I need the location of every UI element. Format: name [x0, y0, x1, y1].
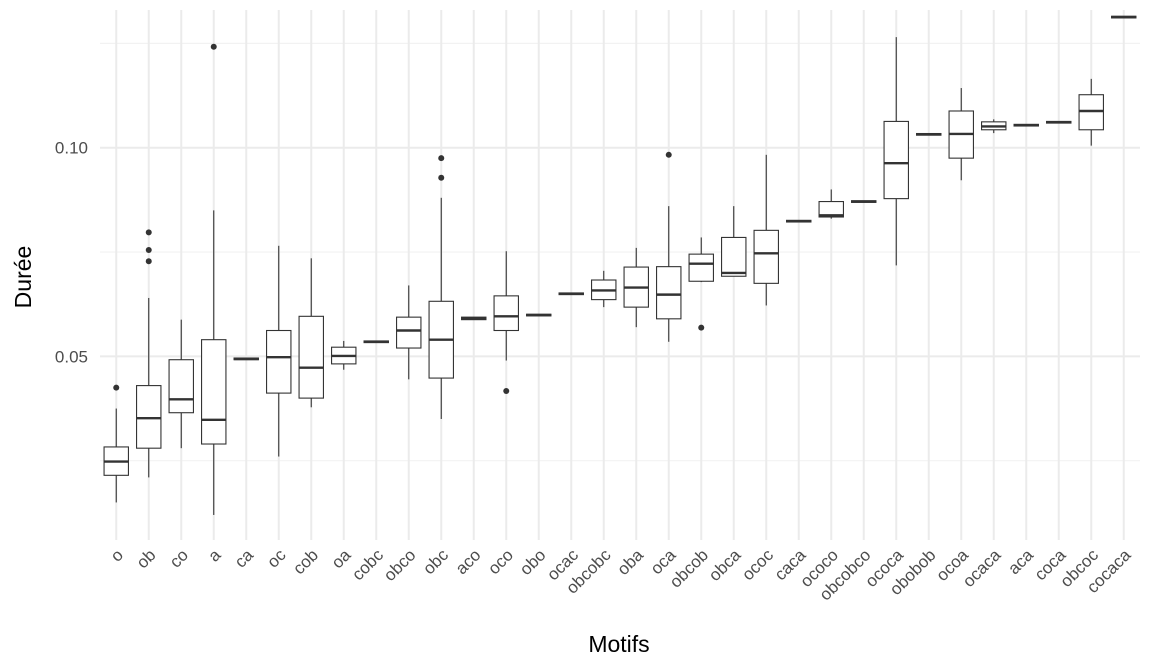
- outlier-point: [210, 43, 217, 50]
- box-body: [396, 316, 422, 349]
- box-oc: [266, 245, 292, 457]
- box-body: [298, 315, 324, 399]
- y-tick-label: 0.10: [55, 139, 88, 158]
- y-tick-label: 0.05: [55, 347, 88, 366]
- outlier-point: [145, 229, 152, 236]
- box-obcob: [688, 237, 714, 331]
- outlier-point: [665, 151, 672, 158]
- box-oba: [623, 247, 649, 328]
- box-obco: [396, 285, 422, 380]
- box-ococa: [883, 37, 909, 266]
- box-ob: [136, 229, 162, 478]
- box-coca: [1046, 120, 1072, 124]
- box-o: [103, 384, 129, 503]
- box-body: [201, 339, 227, 445]
- box-body: [656, 266, 682, 320]
- box-obc: [428, 155, 454, 419]
- box-obobob: [916, 132, 942, 136]
- x-axis-title: Motifs: [588, 631, 649, 657]
- x-tick-label: ococ: [738, 545, 777, 584]
- box-cocaca: [1111, 15, 1137, 19]
- box-aco: [461, 316, 487, 321]
- box-obca: [721, 206, 747, 277]
- x-tick-label: obo: [516, 545, 549, 578]
- outlier-point: [438, 155, 445, 162]
- box-oco: [493, 251, 519, 395]
- x-tick-label: a: [204, 545, 225, 566]
- x-tick-label: obc: [419, 545, 452, 578]
- x-tick-label: aco: [452, 545, 485, 578]
- box-body: [818, 201, 844, 218]
- box-body: [688, 253, 714, 282]
- x-tick-label: cobc: [348, 545, 387, 584]
- x-tick-label: ob: [133, 545, 160, 572]
- box-ca: [233, 357, 259, 361]
- outlier-point: [698, 324, 705, 331]
- box-body: [136, 385, 162, 449]
- y-axis-ticks: 0.05 0.10: [55, 139, 88, 367]
- box-oa: [331, 340, 357, 370]
- box-ococ: [753, 154, 779, 306]
- x-tick-label: oba: [614, 545, 648, 579]
- box-body: [883, 120, 909, 200]
- box-series: [103, 15, 1137, 515]
- x-tick-label: cob: [289, 545, 322, 578]
- outlier-point: [145, 258, 152, 265]
- x-tick-label: ocaca: [959, 545, 1005, 591]
- box-co: [168, 319, 194, 449]
- box-body: [721, 236, 747, 277]
- box-ocac: [558, 292, 584, 296]
- box-ococo: [818, 189, 844, 219]
- box-cobc: [363, 340, 389, 344]
- outlier-point: [438, 174, 445, 181]
- box-body: [266, 329, 292, 394]
- grid-lines: [100, 10, 1140, 540]
- box-obcobco: [851, 200, 877, 203]
- outlier-point: [503, 388, 510, 395]
- box-body: [1078, 94, 1104, 131]
- y-axis-title: Durée: [10, 246, 36, 309]
- outlier-point: [113, 384, 120, 391]
- box-aca: [1013, 123, 1039, 127]
- box-a: [201, 43, 227, 515]
- x-tick-label: obco: [380, 545, 420, 585]
- x-tick-label: obca: [705, 545, 745, 585]
- x-tick-label: oco: [484, 545, 517, 578]
- box-obo: [526, 313, 552, 317]
- box-obcobc: [591, 270, 617, 308]
- x-tick-label: oc: [263, 545, 289, 571]
- box-caca: [786, 219, 812, 223]
- box-oca: [656, 151, 682, 342]
- outlier-point: [145, 246, 152, 253]
- box-obcoc: [1078, 78, 1104, 146]
- x-tick-label: co: [166, 545, 192, 571]
- box-ocoa: [948, 88, 974, 181]
- x-tick-label: o: [107, 545, 127, 565]
- box-ocaca: [981, 119, 1007, 134]
- box-body: [493, 295, 519, 332]
- box-body: [168, 359, 194, 414]
- box-body: [753, 229, 779, 284]
- x-tick-label: ca: [231, 545, 258, 572]
- box-cob: [298, 258, 324, 408]
